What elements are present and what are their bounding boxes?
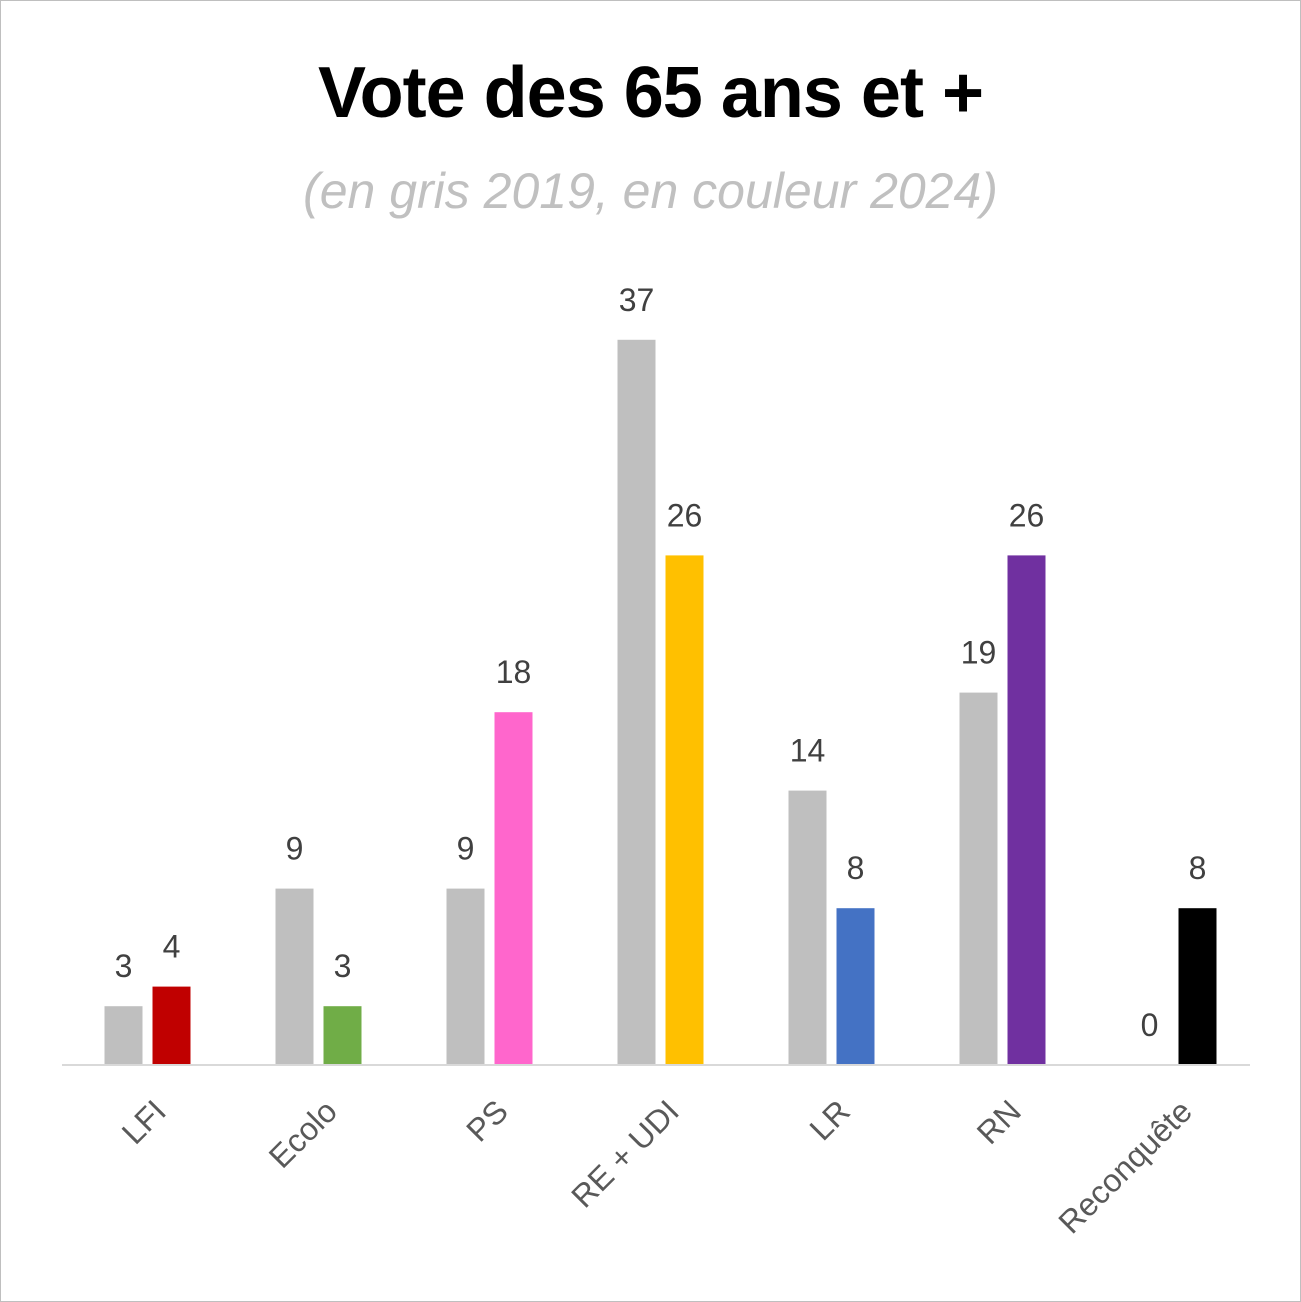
chart-title: Vote des 65 ans et + [318,53,984,133]
category-label-reconqu-te: Reconquête [1051,1093,1198,1240]
category-label-lr: LR [802,1093,856,1147]
data-label-ps-2024: 18 [496,654,532,690]
bar-lfi-2024 [152,986,191,1065]
data-label-rn-2019: 19 [961,635,997,671]
bar-re-udi-2019 [617,339,656,1065]
data-label-rn-2024: 26 [1009,497,1045,533]
bar-rn-2024 [1007,555,1046,1065]
bar-ecolo-2019 [275,888,314,1065]
data-label-lfi-2024: 4 [163,929,181,965]
bar-rn-2019 [959,692,998,1065]
data-label-ecolo-2024: 3 [334,948,352,984]
data-label-ecolo-2019: 9 [286,831,304,867]
chart-subtitle: (en gris 2019, en couleur 2024) [303,163,998,219]
category-label-lfi: LFI [115,1093,173,1151]
bar-re-udi-2024 [665,555,704,1065]
data-label-ps-2019: 9 [457,831,475,867]
data-label-re-udi-2024: 26 [667,497,703,533]
data-label-lr-2019: 14 [790,733,826,769]
category-labels-layer: LFI Ecolo PS RE + UDI LR RN Reconquête [115,1093,1199,1240]
bar-lr-2019 [788,790,827,1065]
bar-lr-2024 [836,908,875,1065]
bar-lfi-2019 [104,1006,143,1065]
bars-layer [104,339,1217,1065]
data-label-reconqu-te-2024: 8 [1189,850,1207,886]
bar-ps-2024 [494,712,533,1065]
bar-reconqu-te-2024 [1178,908,1217,1065]
data-label-lfi-2019: 3 [115,948,133,984]
category-label-re-udi: RE + UDI [564,1093,686,1215]
data-label-lr-2024: 8 [847,850,865,886]
bar-ecolo-2024 [323,1006,362,1065]
category-label-ecolo: Ecolo [262,1093,344,1175]
data-label-re-udi-2019: 37 [619,282,655,318]
category-label-rn: RN [970,1093,1028,1151]
data-label-reconqu-te-2019: 0 [1141,1007,1159,1043]
category-label-ps: PS [459,1093,515,1149]
bar-ps-2019 [446,888,485,1065]
